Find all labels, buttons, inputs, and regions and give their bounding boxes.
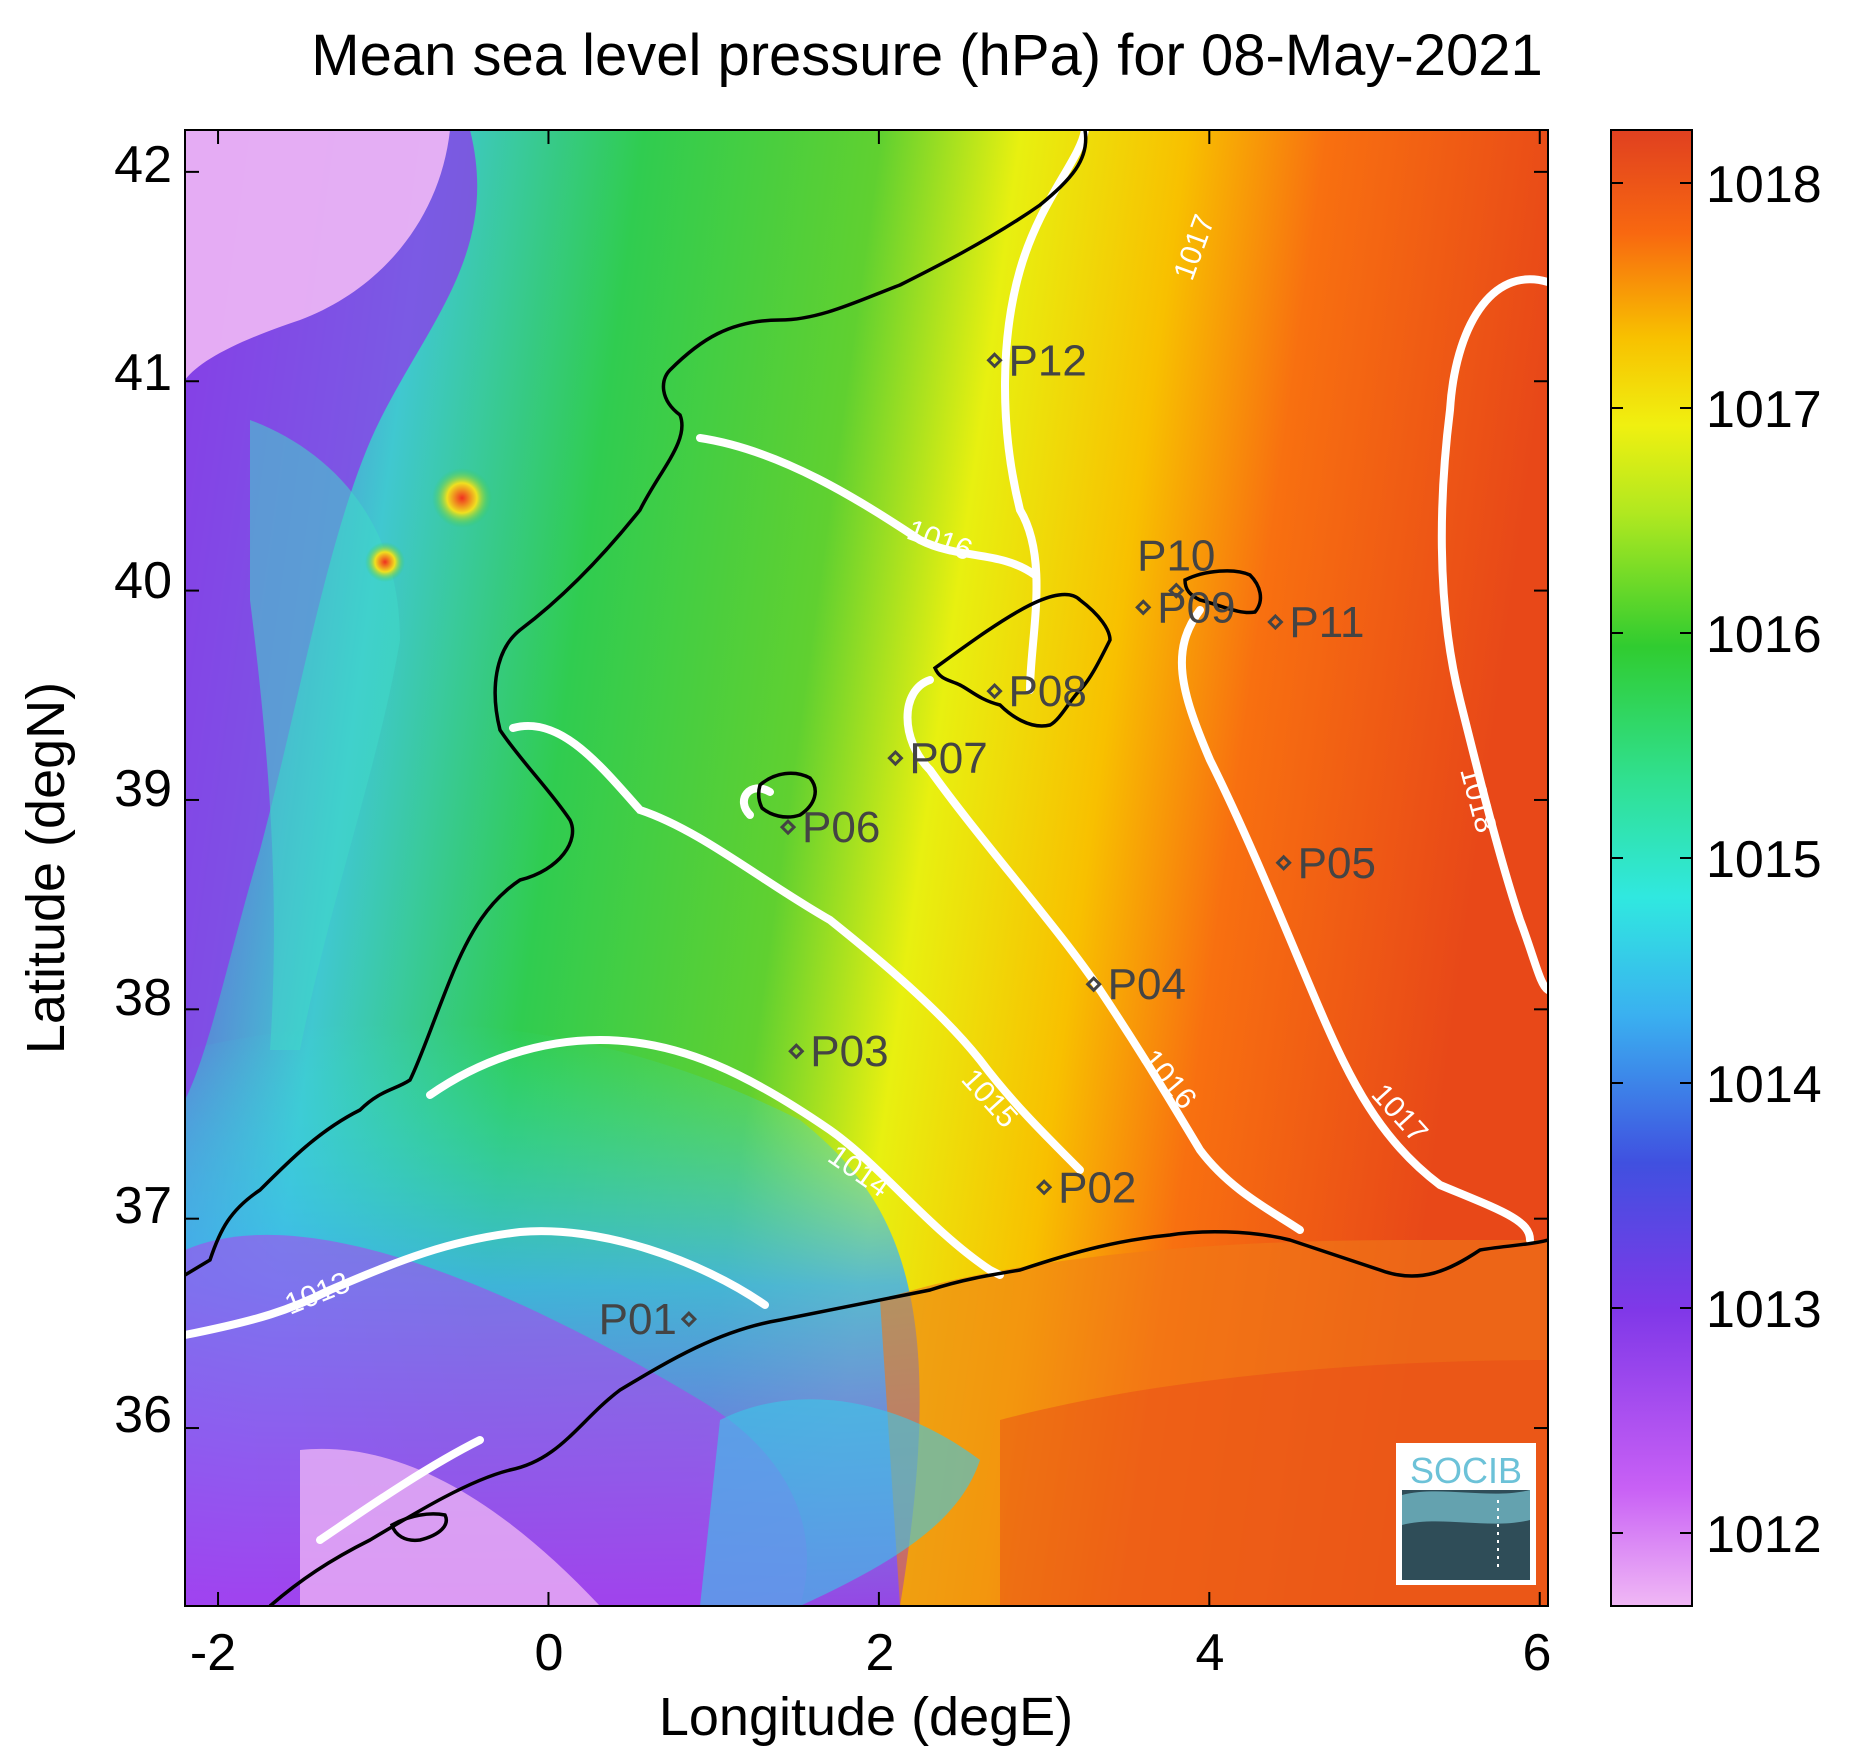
contour-1015	[509, 722, 1084, 1174]
colorbar	[1610, 129, 1693, 1607]
station-marker	[1168, 582, 1185, 599]
colorbar-tick-label: 1012	[1706, 1506, 1822, 1564]
station-label: P01	[599, 1295, 677, 1344]
colorbar-tick-label: 1013	[1706, 1281, 1822, 1339]
contour-1016a	[696, 434, 1039, 579]
station-label: P06	[802, 803, 880, 852]
contour-lines	[185, 130, 1548, 1544]
station-label: P08	[1009, 667, 1087, 716]
majorca-coastline	[932, 592, 1112, 728]
station-marker	[1085, 976, 1102, 993]
y-axis-label: Latitude (degN)	[16, 682, 76, 1054]
station-marker	[986, 682, 1003, 700]
station-label: P07	[909, 734, 987, 783]
colorbar-tick-label: 1017	[1706, 381, 1822, 439]
colorbar-ticks	[1611, 182, 1692, 1534]
y-tick-label: 40	[114, 552, 172, 610]
station-label: P04	[1108, 960, 1186, 1009]
contour-1013-south	[316, 1436, 484, 1544]
x-tick-label: -2	[190, 1624, 236, 1682]
station-marker	[1135, 599, 1152, 616]
station-label: P05	[1298, 839, 1376, 888]
logo-text: SOCIB	[1410, 1450, 1522, 1491]
station-marker	[779, 819, 797, 836]
station-marker	[1275, 854, 1292, 871]
colorbar-tick-label: 1015	[1706, 831, 1822, 889]
y-tick-label: 37	[114, 1177, 172, 1235]
station-marker	[887, 749, 904, 767]
x-tick-label: 0	[535, 1624, 564, 1682]
contour-1015-ibiza	[740, 784, 774, 819]
colorbar-tick-label: 1016	[1706, 606, 1822, 664]
x-tick-label: 6	[1523, 1624, 1552, 1682]
y-tick-label: 42	[114, 136, 172, 194]
station-marker	[1267, 613, 1284, 631]
x-tick-label: 4	[1196, 1624, 1225, 1682]
africa-coastline	[268, 1229, 1548, 1606]
y-tick-label: 39	[114, 760, 172, 818]
axis-ticks	[185, 130, 1548, 1606]
x-axis-label: Longitude (degE)	[659, 1687, 1073, 1747]
contour-1013	[185, 1227, 769, 1339]
x-tick-label: 2	[866, 1624, 895, 1682]
coastlines	[185, 130, 1548, 1606]
station-label: P02	[1058, 1163, 1136, 1212]
contour-1014	[426, 1035, 1004, 1279]
minorca-coastline	[1183, 569, 1263, 615]
station-label: P12	[1009, 336, 1087, 385]
pressure-field	[185, 130, 1548, 1606]
ibiza-coastline	[756, 771, 817, 819]
station-label: P11	[1289, 598, 1364, 647]
colorbar-tick-label: 1018	[1706, 156, 1822, 214]
station-marker	[986, 352, 1003, 369]
contour-1016b	[903, 676, 1304, 1234]
station-label: P03	[810, 1027, 888, 1076]
station-marker	[1035, 1179, 1053, 1196]
y-tick-label: 41	[114, 344, 172, 402]
chart-title: Mean sea level pressure (hPa) for 08-May…	[311, 23, 1543, 88]
socib-logo: SOCIB	[1396, 1443, 1536, 1585]
station-label: P10	[1137, 532, 1215, 581]
contour-1017b	[1177, 606, 1534, 1244]
y-tick-label: 38	[114, 969, 172, 1027]
iberia-coastline	[185, 130, 1088, 1277]
contour-1018	[1437, 275, 1548, 994]
colorbar-tick-label: 1014	[1706, 1056, 1822, 1114]
plot-frame	[184, 129, 1549, 1607]
station-marker	[680, 1311, 698, 1328]
station-marker	[788, 1043, 805, 1060]
alboran-island-coastline	[389, 1512, 448, 1543]
y-tick-label: 36	[114, 1386, 172, 1444]
